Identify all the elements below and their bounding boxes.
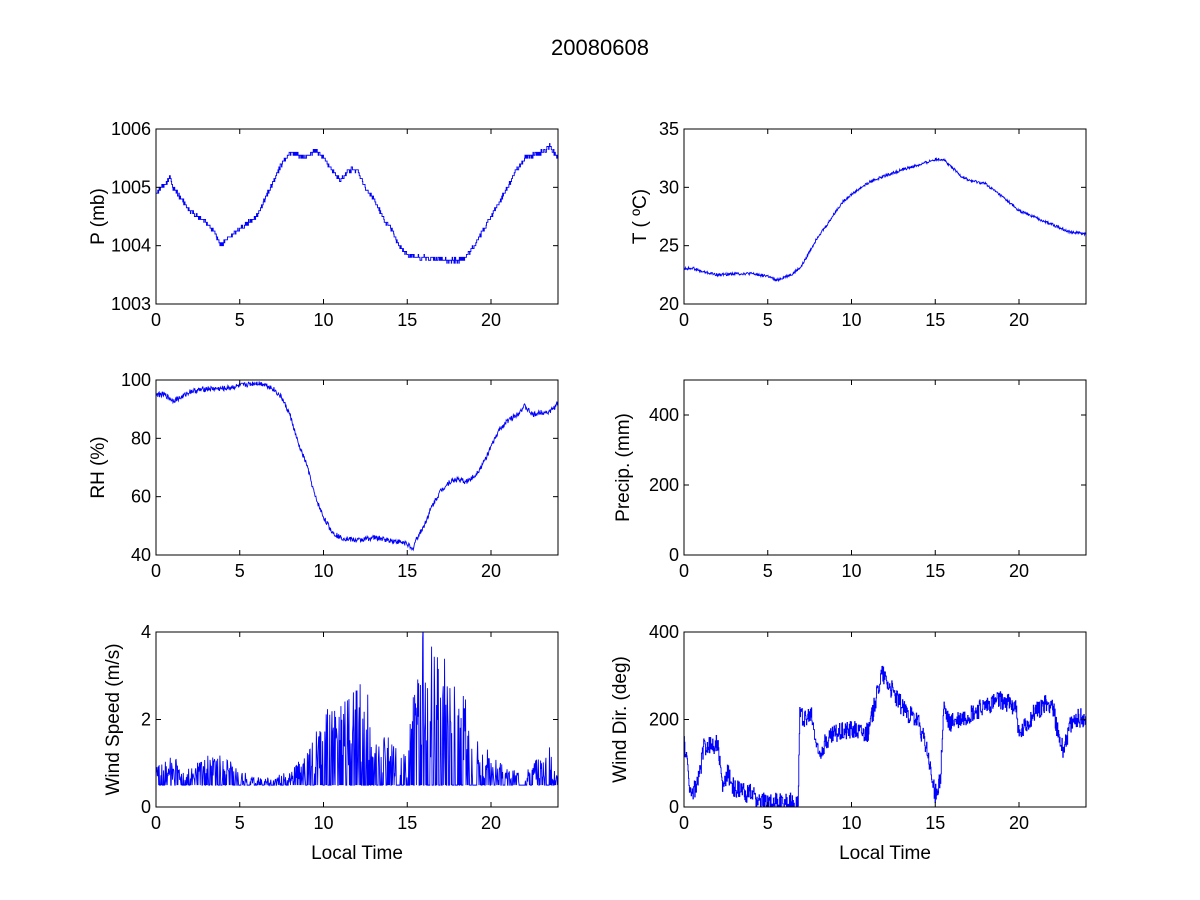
x-tick-label: 15 — [397, 561, 417, 581]
x-tick-label: 15 — [397, 813, 417, 833]
series-line-wind-direction — [684, 665, 1086, 807]
x-tick-label: 15 — [925, 813, 945, 833]
y-tick-label: 35 — [659, 119, 679, 139]
y-tick-label: 400 — [649, 405, 679, 425]
y-tick-label: 200 — [649, 710, 679, 730]
x-tick-label: 5 — [235, 561, 245, 581]
y-tick-label: 1005 — [111, 177, 151, 197]
y-tick-label: 2 — [141, 710, 151, 730]
x-tick-label: 5 — [763, 561, 773, 581]
x-tick-label: 20 — [1009, 561, 1029, 581]
x-tick-label: 0 — [151, 561, 161, 581]
x-tick-label: 5 — [235, 813, 245, 833]
x-tick-label: 15 — [925, 561, 945, 581]
y-tick-label: 4 — [141, 622, 151, 642]
x-tick-label: 15 — [925, 310, 945, 330]
y-tick-label: 200 — [649, 475, 679, 495]
series-line-wind-speed — [156, 632, 558, 787]
axes-box-humidity — [155, 379, 559, 556]
x-tick-label: 10 — [841, 813, 861, 833]
x-tick-label: 20 — [481, 813, 501, 833]
chart-humidity: 0 5 10 15 20 40 60 80 100 RH (%) — [88, 370, 559, 581]
x-tick-label: 10 — [841, 561, 861, 581]
x-tick-label: 0 — [151, 310, 161, 330]
x-tick-label: 20 — [1009, 813, 1029, 833]
x-tick-label: 15 — [397, 310, 417, 330]
y-axis-label: Wind Speed (m/s) — [103, 643, 124, 795]
series-line-temperature — [684, 156, 1086, 283]
y-tick-label: 100 — [121, 370, 151, 390]
y-tick-label: 60 — [131, 487, 151, 507]
x-tick-label: 0 — [679, 561, 689, 581]
x-tick-label: 10 — [313, 813, 333, 833]
x-axis-label: Local Time — [311, 843, 403, 864]
x-tick-label: 20 — [481, 561, 501, 581]
x-tick-label: 0 — [679, 813, 689, 833]
x-tick-label: 0 — [151, 813, 161, 833]
x-tick-label: 20 — [1009, 310, 1029, 330]
y-tick-label: 25 — [659, 236, 679, 256]
x-tick-label: 10 — [313, 561, 333, 581]
figure-title: 20080608 — [551, 35, 649, 60]
x-tick-label: 10 — [841, 310, 861, 330]
x-tick-label: 10 — [313, 310, 333, 330]
y-tick-label: 1003 — [111, 294, 151, 314]
series-line-pressure — [156, 143, 558, 264]
series-line-humidity — [156, 381, 558, 552]
y-axis-label: T ( ºC) — [630, 189, 651, 244]
axes-box-precipitation — [683, 379, 1087, 556]
axes-box-temperature — [683, 128, 1087, 305]
y-tick-label: 20 — [659, 294, 679, 314]
x-tick-label: 5 — [235, 310, 245, 330]
y-tick-label: 400 — [649, 622, 679, 642]
y-axis-label: P (mb) — [88, 188, 109, 245]
y-axis-label: Wind Dir. (deg) — [610, 656, 631, 783]
y-tick-label: 0 — [669, 797, 679, 817]
chart-pressure: 0 5 10 15 20 1003 1004 1005 1006 P (mb) — [88, 119, 559, 330]
y-axis-label: RH (%) — [88, 436, 109, 498]
y-tick-label: 0 — [669, 545, 679, 565]
chart-wind-speed: 0 5 10 15 20 0 2 4 Wind Speed (m/s) Local Time — [103, 622, 559, 864]
x-tick-label: 0 — [679, 310, 689, 330]
y-axis-label: Precip. (mm) — [613, 413, 634, 522]
axes-box-pressure — [155, 128, 559, 305]
chart-temperature: 0 5 10 15 20 20 25 30 35 T ( ºC) — [630, 119, 1087, 330]
y-tick-label: 1004 — [111, 236, 151, 256]
y-tick-label: 0 — [141, 797, 151, 817]
x-tick-label: 5 — [763, 813, 773, 833]
x-axis-label: Local Time — [839, 843, 931, 864]
y-tick-label: 40 — [131, 545, 151, 565]
x-tick-label: 20 — [481, 310, 501, 330]
y-tick-label: 30 — [659, 177, 679, 197]
y-tick-label: 1006 — [111, 119, 151, 139]
x-tick-label: 5 — [763, 310, 773, 330]
y-tick-label: 80 — [131, 428, 151, 448]
